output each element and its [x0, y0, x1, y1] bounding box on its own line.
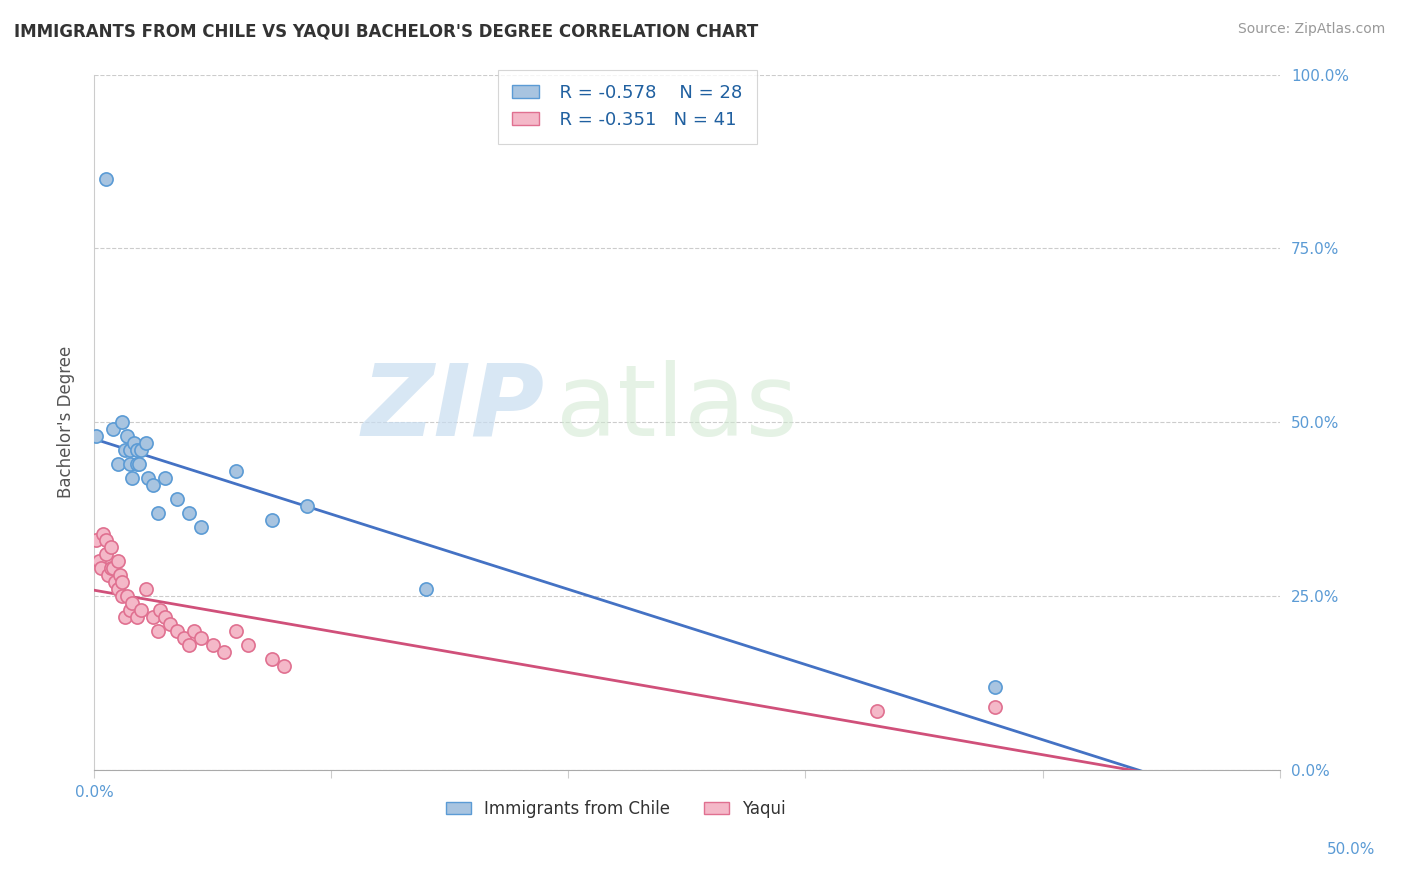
Text: Source: ZipAtlas.com: Source: ZipAtlas.com: [1237, 22, 1385, 37]
Point: [173, 631, 195, 645]
Point: [153, 610, 176, 624]
Point: [111, 415, 134, 429]
Point: [94, 171, 117, 186]
Point: [115, 589, 138, 603]
Point: [138, 471, 160, 485]
Point: [153, 471, 176, 485]
Point: [125, 457, 148, 471]
Point: [177, 506, 200, 520]
Point: [100, 561, 122, 575]
Point: [107, 457, 129, 471]
Point: [984, 680, 1007, 694]
Point: [142, 610, 165, 624]
Point: [135, 436, 157, 450]
Point: [415, 582, 437, 597]
Point: [107, 554, 129, 568]
Text: 50.0%: 50.0%: [1327, 842, 1375, 856]
Y-axis label: Bachelor's Degree: Bachelor's Degree: [58, 346, 75, 499]
Point: [131, 443, 153, 458]
Point: [297, 499, 319, 513]
Point: [121, 596, 143, 610]
Point: [122, 436, 145, 450]
Text: IMMIGRANTS FROM CHILE VS YAQUI BACHELOR'S DEGREE CORRELATION CHART: IMMIGRANTS FROM CHILE VS YAQUI BACHELOR'…: [14, 22, 758, 40]
Point: [114, 610, 136, 624]
Point: [201, 638, 224, 652]
Text: ZIP: ZIP: [361, 359, 544, 457]
Point: [177, 638, 200, 652]
Point: [190, 631, 212, 645]
Point: [225, 464, 247, 478]
Point: [114, 443, 136, 458]
Point: [93, 526, 115, 541]
Point: [97, 568, 120, 582]
Point: [166, 624, 188, 638]
Point: [94, 533, 117, 548]
Point: [146, 624, 169, 638]
Point: [107, 582, 129, 597]
Point: [149, 603, 172, 617]
Point: [90, 561, 112, 575]
Text: atlas: atlas: [557, 359, 799, 457]
Point: [100, 541, 122, 555]
Point: [183, 624, 205, 638]
Point: [115, 429, 138, 443]
Point: [125, 443, 148, 458]
Point: [121, 471, 143, 485]
Point: [135, 582, 157, 597]
Point: [142, 478, 165, 492]
Point: [84, 429, 107, 443]
Point: [111, 589, 134, 603]
Point: [166, 491, 188, 506]
Point: [131, 603, 153, 617]
Point: [87, 554, 110, 568]
Legend: Immigrants from Chile, Yaqui: Immigrants from Chile, Yaqui: [439, 793, 792, 824]
Point: [111, 575, 134, 590]
Point: [190, 519, 212, 533]
Point: [260, 513, 283, 527]
Point: [125, 610, 148, 624]
Point: [273, 658, 295, 673]
Point: [108, 568, 131, 582]
Point: [260, 651, 283, 665]
Point: [118, 443, 141, 458]
Point: [146, 506, 169, 520]
Point: [128, 457, 150, 471]
Point: [225, 624, 247, 638]
Point: [865, 704, 887, 718]
Point: [118, 457, 141, 471]
Point: [984, 700, 1007, 714]
Point: [236, 638, 259, 652]
Point: [101, 422, 124, 436]
Point: [104, 575, 127, 590]
Point: [118, 603, 141, 617]
Point: [159, 616, 181, 631]
Point: [94, 548, 117, 562]
Point: [101, 561, 124, 575]
Point: [214, 645, 236, 659]
Point: [84, 533, 107, 548]
